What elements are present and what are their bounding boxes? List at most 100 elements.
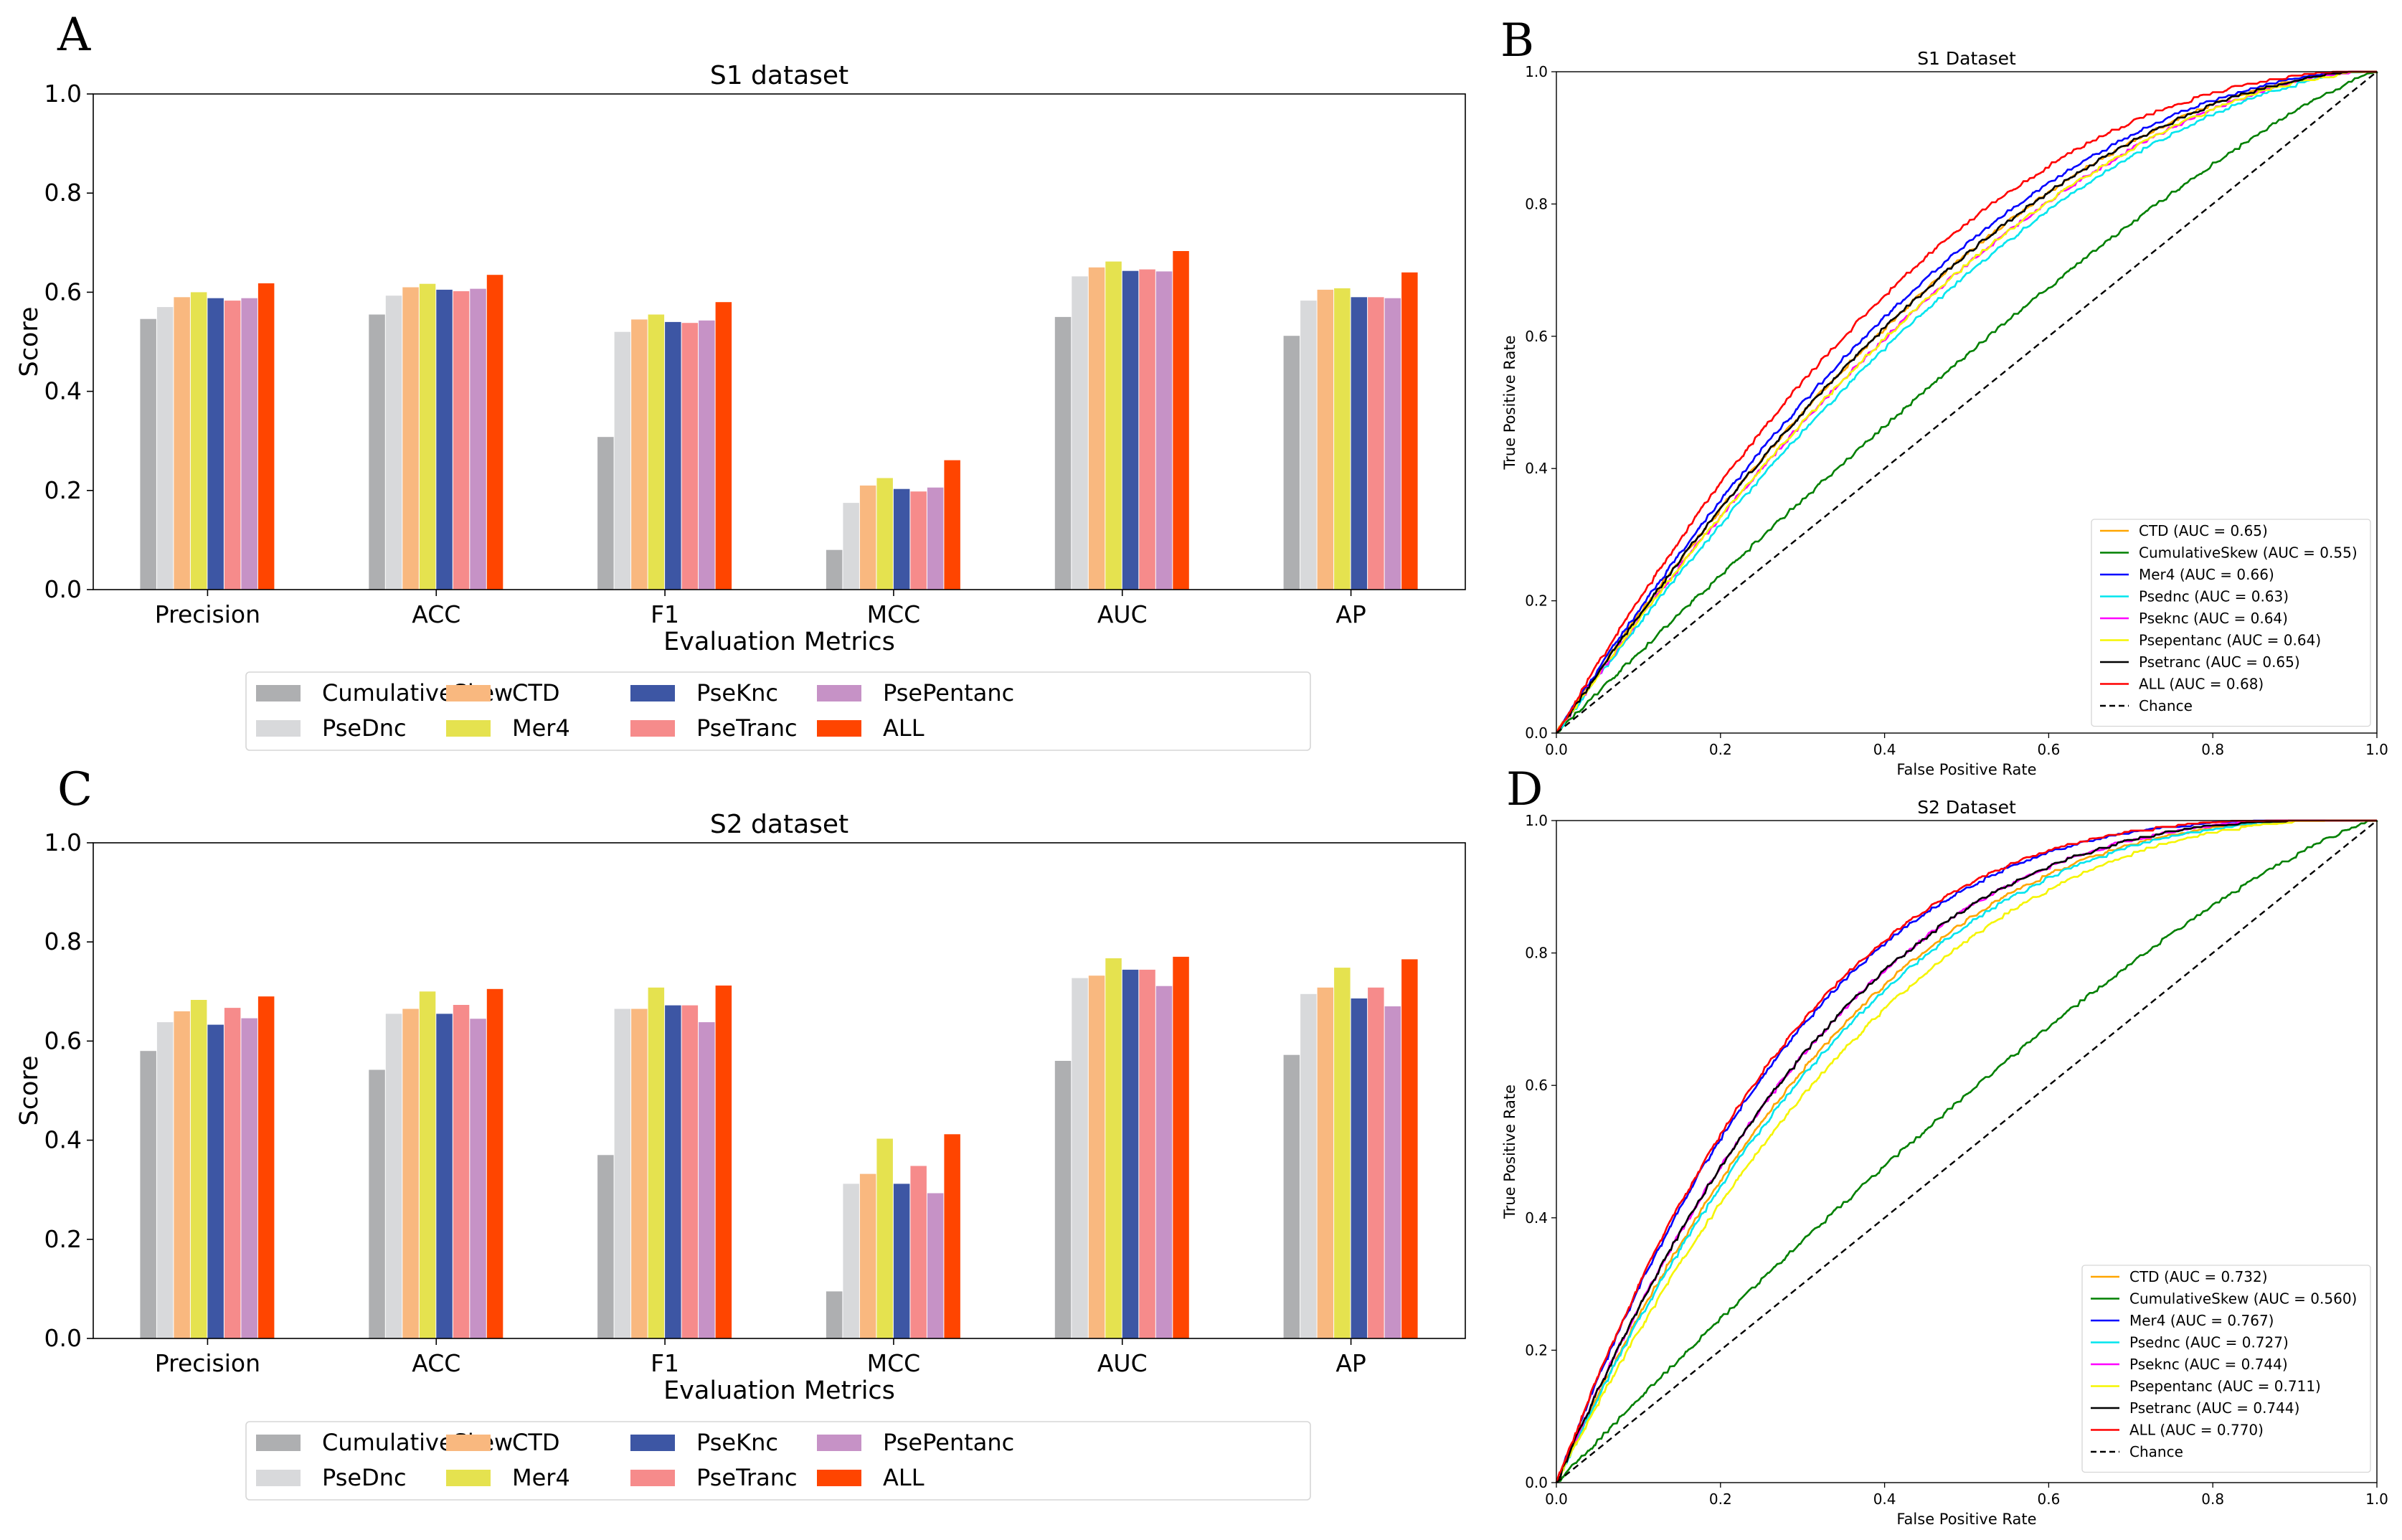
legend-swatch-psetranc	[630, 1470, 675, 1486]
bar-psednc-precision	[156, 307, 174, 590]
x-tick-label: AP	[1335, 1349, 1366, 1377]
chart-title: S1 Dataset	[1917, 48, 2016, 69]
bar-psetranc-auc	[1139, 269, 1155, 590]
chart-title: S1 dataset	[710, 61, 848, 90]
bar-all-ap	[1401, 959, 1418, 1338]
bar-all-ap	[1401, 272, 1418, 590]
bar-all-auc	[1173, 956, 1189, 1338]
legend-label-ctd: CTD	[512, 679, 560, 707]
bar-psepentanc-ap	[1384, 1006, 1401, 1338]
bar-pseknc-mcc	[893, 1184, 910, 1338]
bar-psetranc-acc	[453, 1005, 470, 1338]
legend-label-all: ALL (AUC = 0.770)	[2129, 1422, 2264, 1439]
bar-mer4-auc	[1105, 261, 1122, 590]
bar-psepentanc-auc	[1155, 271, 1173, 590]
x-tick-label: ACC	[412, 1349, 460, 1377]
bar-pseknc-f1	[665, 321, 681, 590]
legend-swatch-pseknc	[630, 685, 675, 701]
roc-curve-cumulativeskew	[1556, 71, 2378, 734]
chance-line	[1556, 820, 2378, 1483]
y-tick-label: 0.4	[44, 377, 82, 405]
bar-mer4-f1	[648, 987, 665, 1338]
bar-cumulativeskew-mcc	[826, 1291, 843, 1338]
bar-psetranc-ap	[1368, 987, 1384, 1338]
legend-label-mer4: Mer4 (AUC = 0.66)	[2139, 566, 2274, 583]
x-tick-label: AUC	[1097, 600, 1148, 628]
y-tick-label: 0.0	[1525, 1474, 1548, 1491]
bar-pseknc-precision	[207, 1024, 224, 1338]
legend-swatch-psepentanc	[817, 1435, 861, 1451]
bar-chart-s1: S1 dataset 0.0 0.2 0.4 0.6 0.8 1.0 Precision ACC…	[15, 61, 1466, 751]
roc-curve-psednc	[1555, 819, 2377, 1483]
bar-psetranc-mcc	[910, 1166, 927, 1338]
bar-psednc-precision	[156, 1022, 174, 1338]
bar-psetranc-f1	[681, 1005, 699, 1338]
x-tick-label: 1.0	[2365, 741, 2388, 758]
legend-label-psednc: Psednc (AUC = 0.727)	[2129, 1334, 2289, 1351]
legend-label-psetranc: PseTranc	[696, 714, 798, 742]
bar-psepentanc-mcc	[927, 1193, 944, 1338]
y-tick-label: 0.8	[44, 179, 82, 207]
chance-line	[1556, 71, 2378, 734]
plot-frame	[93, 842, 1466, 1339]
y-tick-label: 0.0	[44, 575, 82, 603]
y-tick-label: 0.6	[44, 1026, 82, 1054]
legend-label-cumulativeskew: CumulativeSkew (AUC = 0.560)	[2129, 1290, 2357, 1308]
legend-label-ctd: CTD (AUC = 0.732)	[2129, 1268, 2268, 1285]
y-tick-label: 1.0	[44, 828, 82, 856]
bar-cumulativeskew-acc	[369, 314, 385, 590]
bar-pseknc-ap	[1351, 998, 1368, 1338]
x-tick-label: AUC	[1097, 1349, 1148, 1377]
bar-psepentanc-precision	[241, 298, 257, 590]
x-tick-label: 0.2	[1709, 1491, 1732, 1508]
bar-cumulativeskew-f1	[597, 1155, 614, 1338]
y-axis-label: Score	[15, 306, 44, 377]
bar-psepentanc-ap	[1384, 298, 1401, 590]
legend-swatch-all	[817, 720, 861, 737]
bar-mer4-precision	[190, 1000, 207, 1338]
legend-label-pseknc: PseKnc	[696, 679, 778, 707]
y-axis-label: Score	[15, 1055, 44, 1125]
bar-psednc-f1	[614, 1008, 631, 1338]
y-tick-label: 0.6	[1525, 328, 1548, 345]
panel-label-c: C	[57, 763, 93, 816]
bar-psetranc-auc	[1139, 969, 1155, 1338]
legend-label-mer4: Mer4	[512, 714, 570, 742]
panel-label-a: A	[57, 9, 91, 62]
bar-all-f1	[715, 986, 732, 1338]
roc-curve-mer4	[1555, 70, 2377, 734]
legend-box	[245, 671, 1311, 751]
x-tick-label: 0.6	[2037, 1491, 2060, 1508]
bar-psednc-auc	[1072, 978, 1088, 1338]
bar-ctd-f1	[631, 319, 648, 590]
plot-frame	[1556, 820, 2378, 1483]
x-tick-label: 0.0	[1545, 741, 1568, 758]
x-axis-label: False Positive Rate	[1896, 761, 2036, 778]
x-tick-label: 0.8	[2201, 741, 2224, 758]
bar-psednc-acc	[385, 1014, 402, 1338]
bar-cumulativeskew-auc	[1054, 1061, 1072, 1338]
x-tick-label: Precision	[155, 1349, 260, 1377]
bar-psepentanc-acc	[470, 1019, 486, 1338]
bar-mer4-ap	[1334, 288, 1351, 590]
legend-swatch-all	[817, 1470, 861, 1486]
legend: CumulativeSkewPseDncCTDMer4PseKncPseTran…	[245, 1421, 1311, 1501]
legend-label-chance: Chance	[2139, 697, 2193, 714]
x-tick-label: 0.0	[1545, 1491, 1568, 1508]
bar-mer4-auc	[1105, 958, 1122, 1338]
legend-label-psetranc: PseTranc	[696, 1464, 798, 1491]
bar-mer4-mcc	[876, 478, 893, 590]
roc-curve-psetranc	[1555, 819, 2377, 1483]
x-tick-label: MCC	[867, 600, 921, 628]
bar-cumulativeskew-acc	[369, 1069, 385, 1338]
legend-label-psetranc: Psetranc (AUC = 0.744)	[2129, 1399, 2299, 1417]
x-tick-label: AP	[1335, 600, 1366, 628]
chart-title: S2 dataset	[710, 810, 848, 839]
bar-psepentanc-mcc	[927, 487, 944, 590]
y-tick-label: 0.2	[1525, 592, 1548, 610]
y-tick-label: 0.6	[44, 278, 82, 306]
bar-ctd-acc	[402, 1008, 419, 1338]
y-tick-label: 1.0	[1525, 63, 1548, 80]
legend-label-chance: Chance	[2129, 1443, 2183, 1460]
bar-psetranc-ap	[1368, 297, 1384, 590]
